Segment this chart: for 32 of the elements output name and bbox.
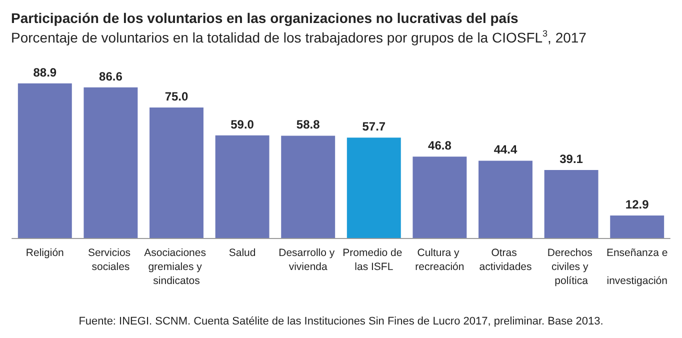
bar [610,216,664,238]
bar [544,170,598,238]
x-tick-label: Religión [26,247,64,259]
data-label: 59.0 [230,117,254,132]
data-label: 46.8 [428,138,452,153]
x-tick-label: Servicios sociales [88,247,134,273]
data-label: 88.9 [33,65,57,80]
bar [346,138,401,238]
data-label: 57.7 [362,120,386,134]
data-label: 39.1 [560,152,584,166]
x-tick-label: Otras actividades [479,247,532,273]
bar [215,135,270,238]
data-label: 75.0 [164,90,188,104]
chart-title: Participación de los voluntarios en las organizaciones no lucrativas del país [11,10,518,26]
bar [478,160,532,238]
bar [412,156,467,238]
data-label: 44.4 [494,142,518,157]
x-tick-label: Cultura y recreación [415,247,464,273]
bar [84,87,138,238]
x-tick-label: Promedio de las ISFL [342,247,406,273]
bar [18,83,72,238]
x-tick-label: Derechos civiles y política [547,247,596,287]
x-tick-label: Desarrollo y vivienda [278,247,338,273]
data-label: 86.6 [99,69,123,84]
data-label: 12.9 [625,198,650,212]
source-note: Fuente: INEGI. SCNM. Cuenta Satélite de las Instituciones Sin Fines de Lucro 2017, preliminar. Base 2013. [78,316,604,328]
category-label: Enseñanza e investigación [606,247,668,287]
x-tick-label: Asociaciones gremiales y sindicatos [144,247,209,287]
bar [281,136,336,238]
data-label: 58.8 [296,118,320,132]
x-tick-label: Salud [228,247,256,259]
bar [150,108,204,238]
